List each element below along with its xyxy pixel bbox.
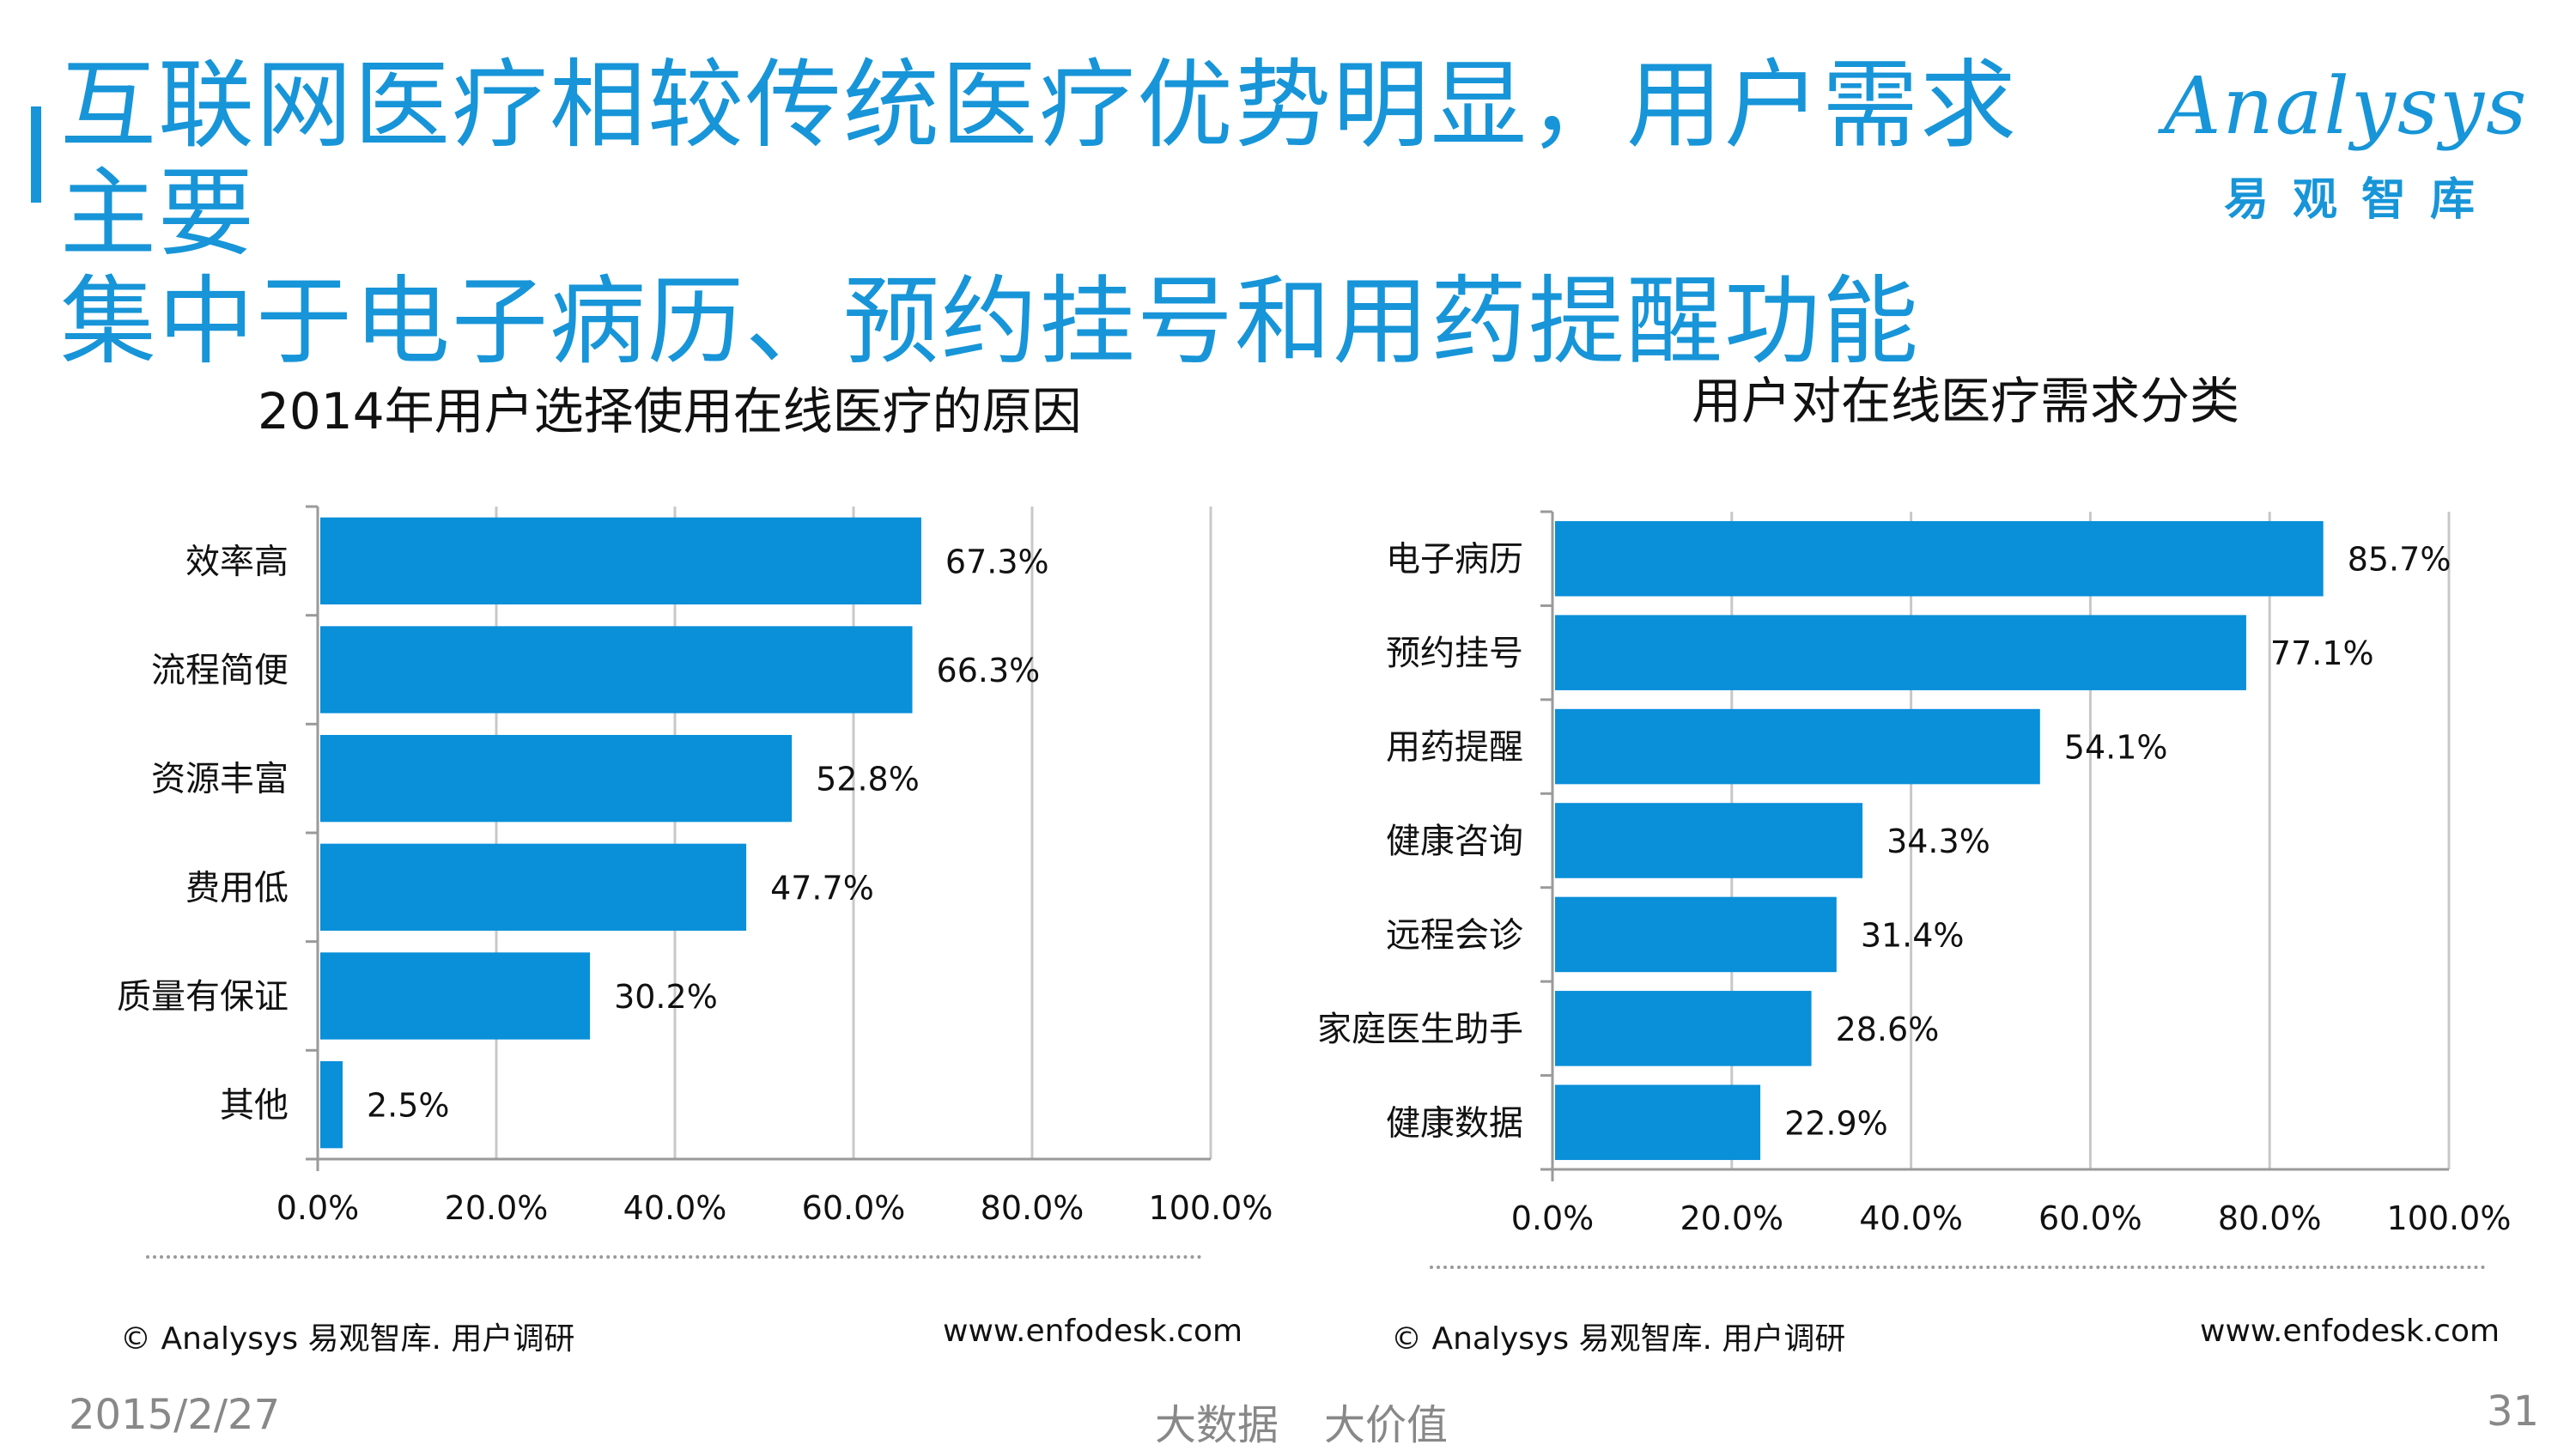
- chart2-x-tick-label: 40.0%: [1859, 1199, 1963, 1237]
- chart1-value-label: 66.3%: [937, 652, 1041, 689]
- page-title-line1: 互联网医疗相较传统医疗优势明显，用户需求主要: [60, 50, 2018, 270]
- chart1-bar: [320, 626, 913, 713]
- logo-wordmark: Analysys: [2164, 60, 2529, 152]
- chart2-category-label: 健康数据: [1386, 1103, 1523, 1143]
- footer-slogan-right: 大价值: [1324, 1401, 1449, 1449]
- chart2-value-label: 34.3%: [1886, 823, 1990, 860]
- chart2-category-label: 家庭医生助手: [1317, 1010, 1523, 1049]
- chart1-x-tick-label: 80.0%: [981, 1189, 1084, 1227]
- chart2-x-tick-label: 20.0%: [1680, 1199, 1783, 1237]
- chart1-value-label: 2.5%: [367, 1087, 450, 1125]
- chart1-url: www.enfodesk.com: [943, 1314, 1243, 1349]
- chart2-x-tick-label: 0.0%: [1511, 1199, 1595, 1237]
- chart1-category-label: 质量有保证: [117, 977, 289, 1017]
- chart2-divider: [1430, 1266, 2486, 1269]
- chart1-source: © Analysys 易观智库. 用户调研: [120, 1321, 575, 1357]
- chart2-bar: [1555, 1084, 1761, 1161]
- chart2-value-label: 85.7%: [2348, 541, 2451, 579]
- chart1-x-tick-label: 100.0%: [1149, 1189, 1273, 1227]
- chart2-source: © Analysys 易观智库. 用户调研: [1391, 1321, 1846, 1357]
- chart1-category-label: 资源丰富: [151, 760, 289, 799]
- chart1-value-label: 30.2%: [614, 978, 718, 1016]
- chart1-bar: [320, 1061, 343, 1149]
- chart2-x-tick-label: 100.0%: [2387, 1199, 2512, 1237]
- chart1-x-tick-label: 40.0%: [623, 1189, 727, 1227]
- chart1-value-label: 67.3%: [945, 543, 1049, 580]
- chart2-bar: [1555, 991, 1812, 1066]
- chart2-value-label: 54.1%: [2064, 729, 2168, 767]
- chart2-title: 用户对在线医疗需求分类: [1692, 372, 2240, 430]
- chart1-bar: [320, 517, 921, 604]
- chart2-bar: [1555, 520, 2324, 597]
- chart2-bar: [1555, 708, 2040, 785]
- chart2-value-label: 77.1%: [2270, 634, 2374, 672]
- page-title: 互联网医疗相较传统医疗优势明显，用户需求主要 集中于电子病历、预约挂号和用药提醒…: [60, 52, 2035, 376]
- chart1-x-tick-label: 20.0%: [445, 1189, 549, 1227]
- chart2-x-tick-label: 80.0%: [2218, 1199, 2322, 1237]
- chart1-value-label: 47.7%: [770, 869, 874, 907]
- title-accent-bar: [31, 106, 41, 203]
- chart1-x-tick-label: 0.0%: [276, 1189, 360, 1227]
- logo-cn-name: 易观智库: [2224, 174, 2500, 226]
- footer-date: 2015/2/27: [69, 1391, 281, 1439]
- chart2-value-label: 31.4%: [1861, 916, 1965, 954]
- chart2-category-label: 健康咨询: [1386, 822, 1523, 861]
- chart1-category-label: 效率高: [185, 542, 289, 581]
- chart1-bar: [320, 952, 591, 1040]
- chart2-category-label: 预约挂号: [1386, 634, 1523, 673]
- page-number: 31: [2487, 1387, 2540, 1436]
- chart2-category-label: 用药提醒: [1386, 728, 1523, 768]
- chart1-bar: [320, 735, 793, 823]
- chart1-value-label: 52.8%: [816, 761, 920, 798]
- footer-slogan-left: 大数据: [1155, 1401, 1279, 1449]
- chart2-bar: [1555, 803, 1863, 878]
- chart1-divider: [146, 1255, 1202, 1259]
- chart2-value-label: 22.9%: [1784, 1104, 1888, 1142]
- chart1-title: 2014年用户选择使用在线医疗的原因: [258, 382, 1082, 440]
- chart1-category-label: 流程简便: [151, 651, 289, 690]
- chart2-x-tick-label: 60.0%: [2038, 1199, 2142, 1237]
- page-title-line2: 集中于电子病历、预约挂号和用药提醒功能: [60, 266, 1920, 378]
- chart2-url: www.enfodesk.com: [2200, 1314, 2500, 1349]
- chart1-category-label: 其他: [220, 1086, 289, 1126]
- chart1-bar: [320, 843, 747, 931]
- chart2-bar: [1555, 896, 1837, 973]
- chart1-x-tick-label: 60.0%: [802, 1189, 906, 1227]
- chart2-category-label: 远程会诊: [1386, 915, 1523, 955]
- analysys-logo: Analysys 易观智库: [2147, 60, 2533, 232]
- chart2-category-label: 电子病历: [1386, 540, 1523, 580]
- chart2-bar: [1555, 615, 2246, 690]
- chart2-value-label: 28.6%: [1836, 1011, 1940, 1048]
- chart1-category-label: 费用低: [185, 868, 289, 908]
